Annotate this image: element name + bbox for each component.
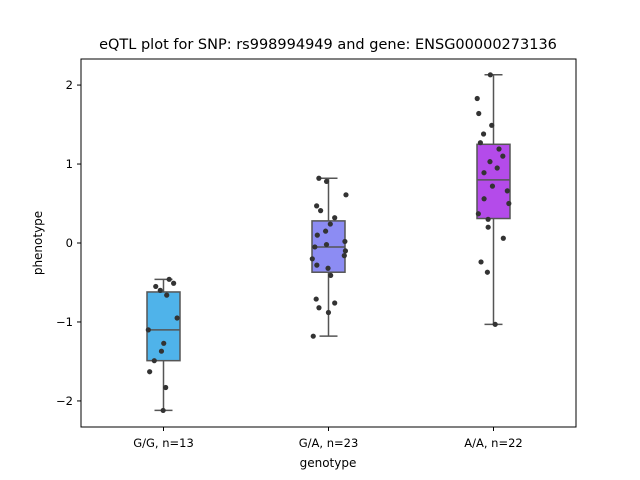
data-point bbox=[328, 272, 334, 278]
x-axis: G/G, n=13 G/A, n=23 A/A, n=22 bbox=[133, 427, 523, 450]
data-point bbox=[504, 188, 510, 194]
box-group-1 bbox=[146, 278, 181, 412]
data-point bbox=[325, 265, 331, 271]
x-tick-label: G/G, n=13 bbox=[133, 436, 194, 450]
data-point bbox=[147, 369, 153, 375]
data-point bbox=[318, 208, 324, 214]
data-point bbox=[500, 153, 506, 159]
data-point bbox=[475, 211, 481, 217]
data-point bbox=[327, 221, 333, 227]
data-point bbox=[313, 296, 319, 302]
y-tick-label: 1 bbox=[66, 157, 73, 171]
data-point bbox=[332, 215, 338, 221]
data-point bbox=[153, 283, 159, 290]
data-point bbox=[474, 95, 480, 102]
data-point bbox=[343, 192, 349, 198]
iqr-box bbox=[146, 291, 181, 362]
data-point bbox=[174, 315, 180, 321]
data-point bbox=[316, 305, 322, 311]
data-point bbox=[332, 300, 338, 306]
data-point bbox=[171, 280, 177, 286]
y-axis-label: phenotype bbox=[31, 211, 45, 275]
data-point bbox=[314, 262, 320, 268]
data-point bbox=[487, 72, 493, 78]
y-tick-label: 0 bbox=[66, 236, 73, 250]
data-point bbox=[161, 340, 167, 346]
y-axis: −2 −1 0 1 2 bbox=[56, 78, 81, 408]
data-point bbox=[485, 216, 491, 222]
data-point bbox=[164, 292, 170, 298]
data-point bbox=[157, 287, 163, 293]
data-point bbox=[158, 348, 165, 354]
plot-area bbox=[145, 72, 512, 414]
data-point bbox=[494, 165, 500, 171]
data-point bbox=[492, 321, 498, 327]
data-point bbox=[314, 203, 320, 209]
data-point bbox=[163, 384, 169, 391]
data-point bbox=[477, 140, 483, 146]
data-point bbox=[481, 170, 487, 176]
data-point bbox=[309, 256, 315, 262]
data-point bbox=[500, 235, 506, 241]
data-point bbox=[496, 146, 502, 152]
data-point bbox=[487, 159, 493, 165]
data-point bbox=[151, 358, 157, 364]
data-point bbox=[342, 248, 349, 254]
data-point bbox=[316, 175, 322, 181]
y-tick-label: −1 bbox=[56, 315, 73, 329]
data-point bbox=[166, 276, 172, 282]
data-point bbox=[342, 238, 348, 245]
data-point bbox=[323, 178, 330, 185]
data-point bbox=[489, 183, 496, 189]
data-point bbox=[480, 131, 487, 137]
x-tick-label: G/A, n=23 bbox=[299, 436, 359, 450]
data-point bbox=[312, 244, 318, 250]
data-point bbox=[145, 327, 151, 333]
box-group-2 bbox=[311, 177, 346, 337]
data-point bbox=[314, 232, 320, 238]
data-point bbox=[506, 200, 512, 207]
data-point bbox=[481, 196, 487, 202]
chart-title: eQTL plot for SNP: rs998994949 and gene:… bbox=[99, 37, 557, 53]
data-point bbox=[476, 110, 482, 117]
data-point bbox=[325, 309, 332, 316]
data-point bbox=[485, 224, 491, 230]
data-point bbox=[310, 333, 316, 339]
data-point bbox=[478, 259, 484, 265]
y-tick-label: −2 bbox=[56, 394, 73, 408]
data-point bbox=[489, 122, 495, 128]
y-tick-label: 2 bbox=[66, 78, 73, 92]
x-axis-label: genotype bbox=[300, 456, 357, 470]
data-point bbox=[341, 253, 347, 259]
data-point bbox=[484, 269, 490, 275]
data-point bbox=[160, 407, 166, 414]
data-point bbox=[323, 241, 330, 248]
x-tick-label: A/A, n=22 bbox=[464, 436, 522, 450]
data-point bbox=[322, 228, 329, 234]
